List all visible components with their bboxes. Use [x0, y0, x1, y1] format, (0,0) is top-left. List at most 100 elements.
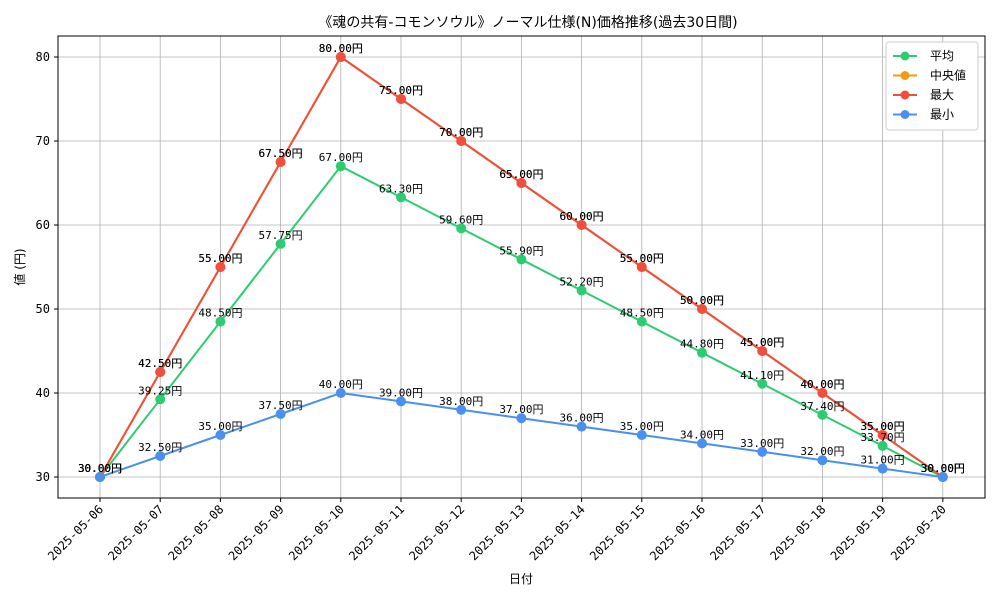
data-point — [697, 304, 707, 314]
data-point — [877, 430, 888, 440]
data-label: 80.00円 — [319, 42, 363, 55]
data-point — [636, 262, 647, 272]
data-label: 42.50円 — [138, 357, 182, 370]
data-point — [215, 430, 226, 440]
x-tick-label: 2025-05-13 — [467, 502, 528, 563]
data-label: 39.00円 — [379, 386, 423, 399]
data-point — [155, 394, 166, 405]
data-label: 75.00円 — [379, 84, 423, 97]
data-label: 70.00円 — [439, 126, 483, 139]
data-point — [456, 223, 467, 234]
data-point — [456, 136, 467, 146]
data-point — [396, 192, 406, 203]
data-label: 35.00円 — [861, 420, 905, 433]
data-label: 30.00円 — [921, 462, 965, 475]
x-tick-label: 2025-05-15 — [587, 502, 648, 563]
data-point — [817, 409, 828, 420]
x-axis: 2025-05-06 2025-05-07 2025-05-08 2025-05-09… — [45, 498, 949, 563]
data-label: 65.00円 — [499, 168, 543, 181]
data-label: 65.00円 — [499, 168, 543, 181]
data-point — [516, 254, 527, 265]
data-label: 42.50円 — [138, 357, 182, 370]
y-tick-label: 40 — [36, 386, 50, 400]
data-label: 37.40円 — [800, 400, 844, 413]
y-tick-label: 60 — [36, 218, 50, 232]
data-point — [636, 316, 647, 327]
data-point — [275, 157, 286, 167]
data-point — [817, 455, 828, 466]
data-label: 59.60円 — [439, 213, 483, 226]
data-label: 31.00円 — [861, 454, 905, 467]
data-label: 75.00円 — [379, 84, 423, 97]
data-label: 48.50円 — [198, 307, 242, 320]
data-label: 60.00円 — [560, 210, 604, 223]
data-label: 33.70円 — [861, 431, 905, 444]
data-point — [396, 396, 406, 407]
data-point — [516, 413, 527, 424]
data-label: 34.00円 — [680, 428, 724, 441]
data-point — [576, 421, 587, 432]
x-tick-label: 2025-05-17 — [707, 502, 768, 563]
x-axis-label: 日付 — [509, 572, 533, 586]
data-point — [817, 388, 828, 398]
data-label: 50.00円 — [680, 294, 724, 307]
data-point — [877, 463, 888, 474]
legend-box — [885, 41, 979, 131]
data-label: 60.00円 — [560, 210, 604, 223]
legend-label: 最大 — [930, 88, 954, 102]
data-label: 55.00円 — [620, 252, 664, 265]
data-point — [396, 94, 406, 104]
data-label: 30.00円 — [921, 462, 965, 475]
data-label: 30.00円 — [78, 462, 122, 475]
data-label: 45.00円 — [740, 336, 784, 349]
data-point — [275, 409, 286, 419]
data-label: 32.50円 — [138, 441, 182, 454]
data-label: 80.00円 — [319, 42, 363, 55]
data-point — [335, 161, 346, 172]
data-label: 55.00円 — [620, 252, 664, 265]
data-label: 40.00円 — [319, 378, 363, 391]
x-tick-label: 2025-05-12 — [406, 502, 467, 563]
data-point — [215, 262, 226, 272]
data-label: 48.50円 — [620, 307, 664, 320]
data-label: 55.00円 — [198, 252, 242, 265]
data-point — [155, 451, 166, 461]
legend-marker — [900, 110, 910, 119]
data-label: 45.00円 — [740, 336, 784, 349]
data-point — [335, 388, 346, 398]
data-point — [576, 285, 587, 296]
y-axis: 30 40 50 60 70 80 — [36, 50, 58, 484]
y-tick-label: 30 — [36, 470, 50, 484]
data-label: 63.30円 — [379, 182, 423, 195]
data-label: 70.00円 — [439, 126, 483, 139]
data-label: 35.00円 — [861, 420, 905, 433]
data-point — [456, 404, 467, 415]
data-point — [95, 472, 105, 482]
data-label: 67.50円 — [259, 147, 303, 160]
legend-label: 最小 — [930, 108, 954, 122]
data-label: 36.00円 — [560, 412, 604, 425]
data-label: 30.00円 — [78, 462, 122, 475]
grid-lines — [58, 36, 985, 498]
data-label: 50.00円 — [680, 294, 724, 307]
data-point — [757, 346, 768, 356]
x-tick-label: 2025-05-08 — [166, 502, 227, 563]
legend-marker — [900, 71, 910, 80]
data-point — [155, 367, 166, 377]
data-label: 32.00円 — [800, 445, 844, 458]
x-tick-label: 2025-05-11 — [346, 502, 407, 563]
x-tick-label: 2025-05-06 — [45, 502, 106, 563]
data-point — [697, 347, 707, 358]
data-label: 44.80円 — [680, 338, 724, 351]
series-4 — [95, 388, 948, 482]
data-point — [215, 316, 226, 327]
data-label: 67.50円 — [259, 147, 303, 160]
x-tick-label: 2025-05-16 — [647, 502, 708, 563]
data-label: 55.90円 — [499, 244, 543, 257]
x-tick-label: 2025-05-18 — [768, 502, 829, 563]
data-label: 55.00円 — [198, 252, 242, 265]
x-tick-label: 2025-05-14 — [527, 502, 588, 563]
legend-marker — [900, 51, 910, 61]
data-point — [576, 220, 587, 230]
